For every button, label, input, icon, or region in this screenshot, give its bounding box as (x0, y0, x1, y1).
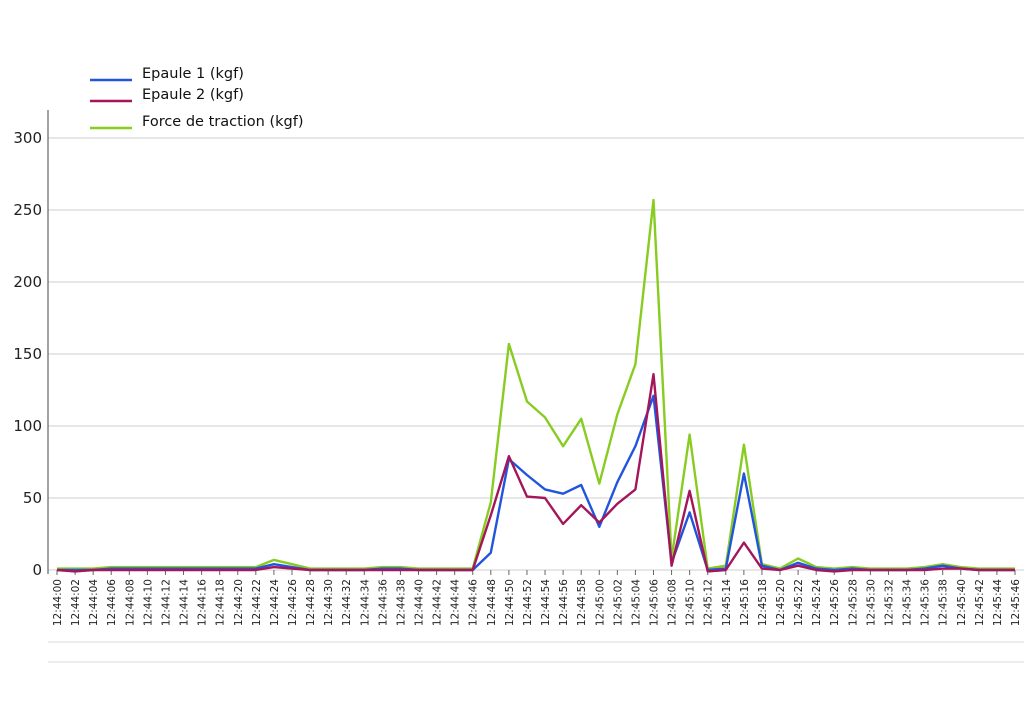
y-tick-label: 100 (13, 417, 42, 435)
x-tick-label: 12:44:00 (52, 579, 64, 626)
x-tick-label: 12:44:50 (504, 579, 516, 626)
x-tick-label: 12:44:42 (432, 579, 444, 626)
x-tick-label: 12:45:06 (648, 579, 660, 626)
legend-label-1: Epaule 1 (kgf) (142, 66, 244, 82)
x-tick-label: 12:44:56 (558, 579, 570, 626)
x-tick-label: 12:45:04 (630, 579, 642, 626)
x-tick-label: 12:44:08 (124, 579, 136, 626)
y-tick-label: 250 (13, 201, 42, 219)
x-tick-label: 12:44:24 (269, 579, 281, 626)
x-tick-label: 12:45:22 (793, 579, 805, 626)
x-tick-label: 12:44:10 (142, 579, 154, 626)
y-tick-label: 300 (13, 129, 42, 147)
x-tick-label: 12:44:44 (450, 579, 462, 626)
x-tick-label: 12:45:32 (883, 579, 895, 626)
x-axis: 12:44:00 12:44:02 12:44:04 12:44:06 12:44:08… (52, 570, 1022, 626)
x-tick-label: 12:45:30 (865, 579, 877, 626)
y-tick-label: 0 (32, 561, 42, 579)
series-line-1 (57, 394, 1015, 572)
x-tick-label: 12:44:22 (251, 579, 263, 626)
series-lines (56, 198, 1015, 573)
x-tick-label: 12:44:28 (305, 579, 317, 626)
y-axis: 0 50 100 150 200 250 300 (13, 110, 49, 579)
x-tick-label: 12:45:44 (992, 579, 1004, 626)
x-tick-label: 12:44:48 (486, 579, 498, 626)
legend-label-3: Force de traction (kgf) (142, 114, 303, 130)
x-tick-label: 12:45:20 (775, 579, 787, 626)
gridlines (48, 137, 1024, 571)
series-line-2 (56, 373, 1015, 573)
x-tick-label: 12:44:02 (70, 579, 82, 626)
x-tick-label: 12:44:52 (522, 579, 534, 626)
x-tick-label: 12:44:20 (233, 579, 245, 626)
x-tick-label: 12:44:34 (359, 579, 371, 626)
x-tick-label: 12:44:18 (215, 579, 227, 626)
x-tick-label: 12:44:30 (323, 579, 335, 626)
x-tick-label: 12:45:34 (902, 579, 914, 626)
y-tick-label: 50 (23, 489, 42, 507)
x-tick-label: 12:45:38 (938, 579, 950, 626)
x-tick-label: 12:45:12 (703, 579, 715, 626)
x-tick-label: 12:45:02 (612, 579, 624, 626)
x-tick-label: 12:44:36 (377, 579, 389, 626)
x-tick-label: 12:45:00 (594, 579, 606, 626)
x-tick-label: 12:45:24 (811, 579, 823, 626)
x-tick-label: 12:44:58 (576, 579, 588, 626)
x-tick-label: 12:45:28 (847, 579, 859, 626)
x-tick-label: 12:44:32 (341, 579, 353, 626)
x-tick-label: 12:44:06 (106, 579, 118, 626)
legend: Epaule 1 (kgf) Epaule 2 (kgf) Force de tra… (90, 66, 303, 130)
x-tick-label: 12:44:14 (179, 579, 191, 626)
x-tick-label: 12:45:08 (667, 579, 679, 626)
x-tick-label: 12:45:10 (685, 579, 697, 626)
x-tick-label: 12:45:14 (721, 579, 733, 626)
x-tick-label: 12:44:04 (88, 579, 100, 626)
x-tick-label: 12:45:26 (829, 579, 841, 626)
x-tick-label: 12:44:46 (468, 579, 480, 626)
legend-label-2: Epaule 2 (kgf) (142, 87, 244, 103)
y-tick-label: 200 (13, 273, 42, 291)
x-tick-label: 12:45:18 (757, 579, 769, 626)
x-tick-label: 12:44:16 (197, 579, 209, 626)
x-tick-label: 12:44:54 (540, 579, 552, 626)
x-tick-label: 12:44:26 (287, 579, 299, 626)
x-tick-label: 12:44:40 (414, 579, 426, 626)
x-tick-label: 12:44:38 (395, 579, 407, 626)
x-tick-label: 12:45:46 (1010, 579, 1022, 626)
x-tick-label: 12:45:40 (956, 579, 968, 626)
x-tick-label: 12:45:36 (920, 579, 932, 626)
series-line-3 (57, 198, 1015, 570)
x-tick-label: 12:45:16 (739, 579, 751, 626)
y-tick-label: 150 (13, 345, 42, 363)
x-tick-label: 12:45:42 (974, 579, 986, 626)
x-tick-label: 12:44:12 (160, 579, 172, 626)
